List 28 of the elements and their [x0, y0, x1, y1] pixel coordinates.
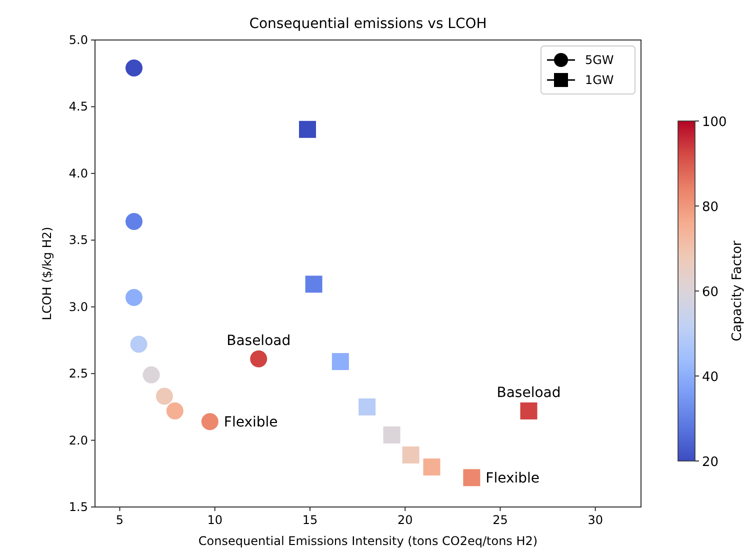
color-bar-title: Capacity Factor	[730, 240, 745, 342]
x-tick-label: 10	[207, 513, 222, 527]
x-tick-label: 15	[302, 513, 318, 527]
x-tick-label: 30	[588, 513, 603, 527]
color-bar-label: 80	[702, 200, 719, 215]
annotation: Baseload	[226, 332, 291, 349]
annotation: Baseload	[496, 384, 561, 401]
y-tick-label: 2.5	[68, 366, 88, 381]
x-tick-label: 5	[116, 513, 124, 527]
y-tick-label: 3.5	[68, 233, 88, 248]
y-axis-title: LCOH ($/kg H2)	[40, 226, 54, 320]
y-tick-label: 2.0	[68, 433, 88, 448]
legend: 5GW 1GW	[540, 46, 636, 94]
annotation: Flexible	[224, 414, 278, 431]
y-tick-label: 5.0	[68, 33, 88, 47]
annotation: Flexible	[486, 470, 540, 487]
color-bar-label: 100	[702, 115, 727, 130]
x-tick-label: 20	[397, 513, 413, 527]
color-bar-label: 40	[702, 370, 719, 385]
y-tick-label: 3.0	[68, 300, 88, 314]
color-bar-label: 60	[702, 285, 719, 300]
color-bar-label: 20	[702, 455, 719, 470]
x-axis-title: Consequential Emissions Intensity (tons CO2eq/tons H2)	[198, 534, 538, 548]
x-tick-label: 25	[492, 513, 508, 527]
y-tick-label: 1.5	[68, 500, 88, 514]
y-tick-label: 4.5	[68, 100, 88, 114]
chart-title: Consequential emissions vs LCOH	[249, 16, 487, 32]
y-tick-label: 4.0	[68, 166, 88, 180]
